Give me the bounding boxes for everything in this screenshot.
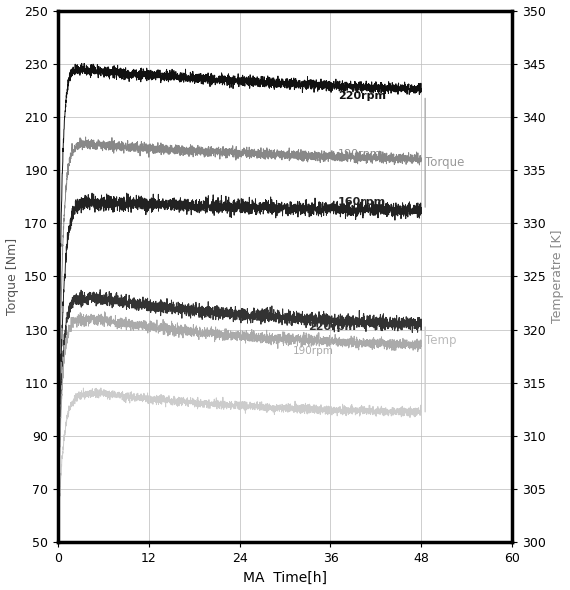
Y-axis label: Torque [Nm]: Torque [Nm] xyxy=(6,238,19,315)
Text: Temp: Temp xyxy=(425,334,457,347)
Text: 190rpm: 190rpm xyxy=(292,346,333,356)
X-axis label: MA  Time[h]: MA Time[h] xyxy=(243,571,327,585)
Text: 220rpm: 220rpm xyxy=(338,91,386,101)
Text: 220rpm: 220rpm xyxy=(308,322,356,332)
Text: 160rpm: 160rpm xyxy=(292,404,333,414)
Text: 190rpm: 190rpm xyxy=(338,149,382,159)
Text: 160rpm: 160rpm xyxy=(338,197,386,207)
Text: Torque: Torque xyxy=(425,156,465,169)
Y-axis label: Temperatre [K]: Temperatre [K] xyxy=(551,230,564,323)
